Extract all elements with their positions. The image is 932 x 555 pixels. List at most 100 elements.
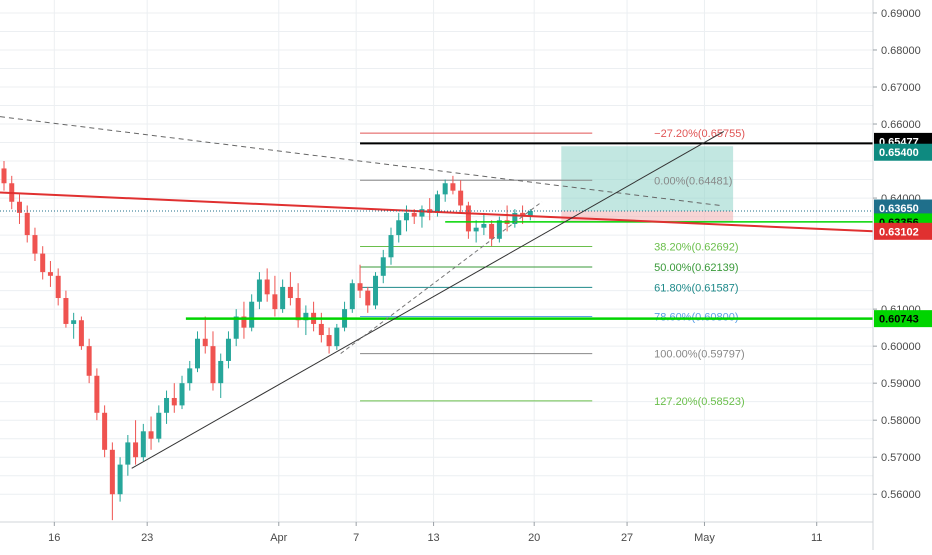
candle-body bbox=[94, 375, 100, 413]
time-tick-label: 23 bbox=[141, 532, 153, 544]
candle-body bbox=[512, 212, 518, 224]
fib-level-label: 0.00%(0.64481) bbox=[654, 175, 732, 187]
price-axis[interactable]: 0.690000.680000.670000.660000.640000.610… bbox=[872, 0, 921, 550]
fib-level-label: 61.80%(0.61587) bbox=[654, 282, 738, 294]
price-tag-bg bbox=[874, 222, 932, 240]
fib-level-label: 100.00%(0.59797) bbox=[654, 349, 745, 361]
time-tick-label: 27 bbox=[621, 532, 633, 544]
candle-body bbox=[272, 294, 278, 310]
candle-body bbox=[403, 212, 409, 221]
candle-body bbox=[164, 397, 170, 413]
price-tick-label: 0.58000 bbox=[881, 415, 921, 427]
candle-body bbox=[496, 220, 502, 239]
candle-body bbox=[434, 194, 440, 213]
candle-body bbox=[218, 360, 224, 384]
candle-body bbox=[287, 286, 293, 299]
candle-body bbox=[71, 320, 77, 324]
price-tags: 0.654770.654000.636500.636430.633560.631… bbox=[874, 132, 932, 328]
candle-body bbox=[125, 442, 131, 465]
trendline-ascending-dashed bbox=[340, 201, 543, 354]
candle-body bbox=[373, 275, 379, 306]
candle-body bbox=[102, 412, 108, 450]
candle-body bbox=[465, 205, 471, 232]
time-tick-label: 16 bbox=[48, 532, 60, 544]
candle-body bbox=[47, 272, 53, 276]
candle-body bbox=[396, 220, 402, 236]
candle-body bbox=[148, 431, 154, 439]
time-tick-label: 13 bbox=[427, 532, 439, 544]
candle-body bbox=[473, 227, 479, 232]
candlestick-series bbox=[1, 161, 533, 521]
time-tick-label: 7 bbox=[353, 532, 359, 544]
candle-body bbox=[32, 235, 38, 254]
price-tick-label: 0.66000 bbox=[881, 119, 921, 131]
candle-body bbox=[202, 338, 208, 347]
candle-body bbox=[489, 223, 495, 239]
candle-body bbox=[156, 412, 162, 439]
price-tag-label: 0.63650 bbox=[879, 203, 919, 215]
candle-body bbox=[133, 442, 139, 458]
candle-body bbox=[357, 283, 363, 291]
loss-zone bbox=[561, 211, 734, 222]
price-tag-label: 0.63102 bbox=[879, 226, 919, 238]
price-tick-label: 0.68000 bbox=[881, 45, 921, 57]
candle-body bbox=[303, 312, 309, 321]
time-tick-label: May bbox=[694, 532, 715, 544]
candle-body bbox=[334, 327, 340, 347]
candle-body bbox=[365, 290, 371, 306]
profit-zone bbox=[561, 146, 734, 212]
price-tick-label: 0.59000 bbox=[881, 378, 921, 390]
fibonacci-levels: −27.20%(0.65755) 0.00%(0.64481) 38.20%(0.6… bbox=[360, 128, 745, 408]
grid-lines bbox=[0, 0, 873, 522]
price-tag-label: 0.60743 bbox=[879, 314, 919, 326]
price-tick-label: 0.57000 bbox=[881, 452, 921, 464]
candle-body bbox=[24, 212, 30, 236]
trendline-red bbox=[0, 191, 874, 233]
candle-body bbox=[78, 320, 84, 347]
time-tick-label: 11 bbox=[811, 532, 822, 544]
candle-body bbox=[140, 431, 146, 458]
candle-body bbox=[117, 464, 123, 495]
drawn-lines bbox=[0, 116, 874, 469]
time-axis[interactable]: 16 23 Apr 7 13 20 27 May 11 bbox=[0, 521, 873, 544]
price-tag-bg bbox=[874, 199, 932, 217]
candle-body bbox=[481, 223, 487, 228]
candle-body bbox=[195, 338, 200, 369]
candle-body bbox=[520, 212, 526, 217]
price-tick-label: 0.60000 bbox=[881, 341, 921, 353]
candle-body bbox=[179, 383, 185, 406]
fib-level-label: 38.20%(0.62692) bbox=[654, 241, 738, 253]
candle-body bbox=[109, 449, 115, 495]
candle-body bbox=[249, 301, 255, 328]
candle-body bbox=[241, 316, 247, 328]
candle-body bbox=[349, 283, 355, 310]
candle-body bbox=[442, 183, 448, 195]
time-tick-label: Apr bbox=[270, 532, 287, 544]
candle-body bbox=[318, 323, 324, 336]
candle-body bbox=[527, 211, 533, 217]
price-tag-bg bbox=[874, 143, 932, 161]
position-zones bbox=[561, 146, 734, 222]
candle-body bbox=[411, 212, 417, 217]
candle-body bbox=[86, 346, 92, 376]
price-tag-bg bbox=[874, 310, 932, 328]
fib-level-label: 50.00%(0.62139) bbox=[654, 262, 738, 274]
candle-body bbox=[450, 183, 456, 191]
candle-body bbox=[187, 368, 193, 384]
candle-body bbox=[55, 275, 61, 299]
candle-body bbox=[171, 397, 177, 406]
candle-body bbox=[380, 257, 386, 276]
candle-body bbox=[256, 279, 262, 302]
trendline-dashed bbox=[0, 116, 721, 206]
candle-body bbox=[16, 201, 22, 213]
candle-body bbox=[326, 335, 332, 347]
candle-body bbox=[419, 209, 425, 217]
candle-body bbox=[295, 298, 301, 321]
trendline-ascending bbox=[131, 130, 725, 469]
time-tick-label: 20 bbox=[528, 532, 540, 544]
price-tick-label: 0.69000 bbox=[881, 8, 921, 20]
price-tag-label: 0.65400 bbox=[879, 147, 919, 159]
candle-body bbox=[280, 286, 286, 310]
